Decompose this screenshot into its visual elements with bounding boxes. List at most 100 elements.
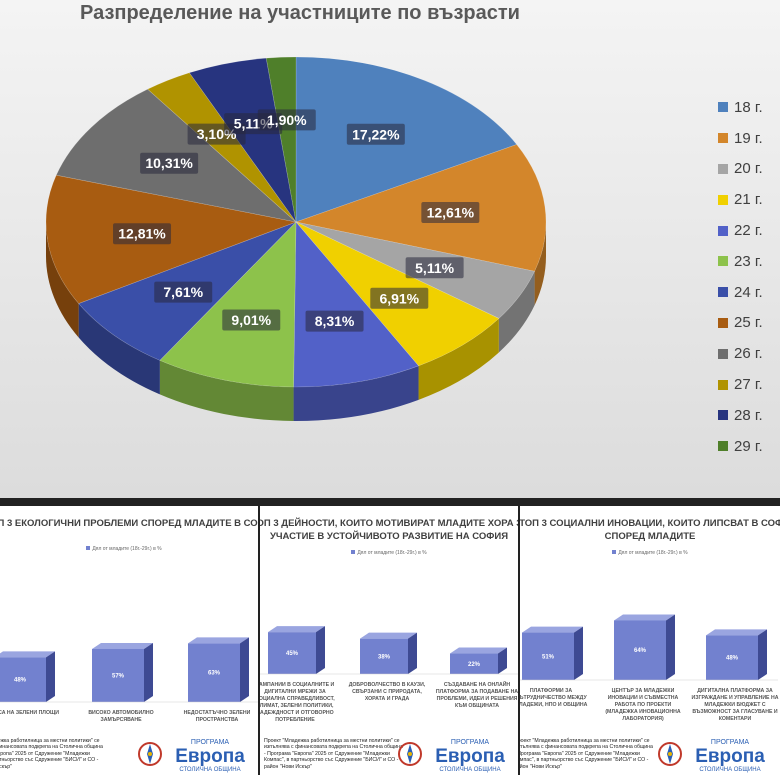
bar-front	[450, 653, 498, 674]
category-label: СОЦИАЛНА СПРАВЕДЛИВОСТ,	[260, 696, 335, 702]
pie-side-7	[46, 222, 79, 338]
legend-item: 28 г.	[718, 400, 780, 431]
legend-swatch	[718, 317, 728, 328]
bar-top	[268, 626, 325, 633]
pie-chart: 17,22% 12,61% 5,11% 6,91% 8,31% 9,01% 7,61% 12,…	[45, 56, 547, 421]
bar-0: 51%	[522, 626, 583, 680]
bar-front	[706, 635, 758, 680]
bar-value-label: 48%	[14, 678, 27, 684]
panel-title-line2: СПОРЕД МЛАДИТЕ	[604, 531, 696, 542]
bar-side	[574, 626, 583, 680]
legend-item: 18 г.	[718, 92, 780, 123]
bar-front	[614, 620, 666, 680]
panel-title: ТОП 3 СОЦИАЛНИ ИНОВАЦИИ, КОИТО ЛИПСВАТ В…	[520, 518, 780, 529]
legend-swatch	[718, 348, 728, 359]
pie-label-box	[370, 287, 429, 309]
legend-label: 19 г.	[734, 129, 763, 147]
category-label: МЛАДЕЖКИ БЮДЖЕТ С	[704, 702, 765, 708]
pie-side-4	[293, 365, 419, 421]
bar-1: 57%	[92, 642, 153, 702]
legend-label: 28 г.	[734, 406, 763, 424]
bar-value-label: 63%	[208, 671, 221, 677]
bar-value-label: 64%	[634, 648, 647, 654]
category-label: КАМПАНИИ В СОЦИАЛНИТЕ И	[260, 682, 334, 688]
bar-side	[408, 632, 417, 674]
logo-main-text: Европа	[435, 746, 505, 767]
pie-slice-18 г.	[295, 56, 518, 223]
panel-social-innovations: ТОП 3 СОЦИАЛНИ ИНОВАЦИИ, КОИТО ЛИПСВАТ В…	[520, 506, 780, 775]
category-label: ЦЕНТЪР ЗА МЛАДЕЖКИ	[612, 688, 675, 694]
bar-value-label: 45%	[286, 651, 299, 657]
pie-label-box	[222, 309, 281, 331]
bar-top	[360, 632, 417, 639]
pie-data-label: 6,91%	[379, 290, 419, 306]
bar-front	[268, 632, 316, 674]
legend-label: Дял от младите (18г.-29г.) в %	[357, 550, 427, 556]
bar-front	[0, 657, 46, 702]
category-label: ПЛАТФОРМИ ЗА	[530, 688, 572, 694]
logo-top-text: ПРОГРАМА	[191, 739, 229, 746]
legend-item: 21 г.	[718, 184, 780, 215]
category-label: ДОБРОВОЛЧЕСТВО В КАУЗИ,	[349, 682, 426, 688]
legend-item: 25 г.	[718, 308, 780, 339]
pie-side-6	[78, 303, 160, 395]
category-label: ЗАМЪРСЯВАНЕ	[100, 717, 142, 723]
bar-side	[498, 647, 507, 674]
logo-sub-text: СТОЛИЧНА ОБЩИНА	[699, 767, 760, 773]
bar-0: 45%	[268, 626, 325, 674]
legend-label: 24 г.	[734, 283, 763, 301]
bar-side	[666, 614, 675, 680]
logo-sub-text: СТОЛИЧНА ОБЩИНА	[179, 767, 240, 773]
legend-swatch	[612, 550, 617, 554]
pie-data-label: 5,11%	[415, 260, 454, 276]
pie-side-1	[534, 222, 546, 306]
legend-swatch	[718, 441, 728, 452]
legend-swatch	[718, 194, 728, 205]
bar-top	[188, 637, 249, 644]
bar-1: 64%	[614, 614, 675, 680]
legend-label: 21 г.	[734, 191, 763, 209]
pie-slice-27 г.	[147, 72, 297, 223]
panel-title-line2: УЧАСТИЕ В УСТОЙЧИВОТО РАЗВИТИЕ НА СОФИЯ	[269, 531, 509, 542]
pie-side-5	[159, 360, 294, 421]
pie-data-label: 7,61%	[163, 284, 203, 300]
footer-text: Проект "Младежка работилница за местни п…	[0, 738, 103, 770]
compass-badge-icon	[398, 742, 422, 766]
bar-2: 22%	[450, 647, 507, 674]
footer: Проект "Младежка работилница за местни п…	[0, 732, 258, 775]
panel-motivating-activities: ТОП 3 ДЕЙНОСТИ, КОИТО МОТИВИРАТ МЛАДИТЕ …	[260, 506, 518, 775]
bar-front	[360, 638, 408, 674]
legend-item: 19 г.	[718, 123, 780, 154]
bar-2: 63%	[188, 637, 249, 702]
logo-main-text: Европа	[695, 746, 765, 767]
category-label: НЕДОСТАТЪЧНО ЗЕЛЕНИ	[184, 710, 251, 716]
logo-main-text: Европа	[175, 746, 245, 767]
category-label: ИЗГРАЖДАНЕ И УПРАВЛЕНИЕ НА	[692, 695, 779, 701]
panel-divider	[258, 506, 260, 775]
category-label: СВЪРЗАНИ С ПРИРОДАТА,	[352, 689, 422, 695]
panel-legend: Дял от младите (18г.-29г.) в %	[520, 550, 780, 556]
legend-label: 26 г.	[734, 345, 763, 363]
pie-side-2	[498, 271, 535, 353]
panel-legend: Дял от младите (18г.-29г.) в %	[260, 550, 518, 556]
bar-value-label: 51%	[542, 654, 555, 660]
bar-side	[758, 629, 767, 680]
category-label: ПЛАТФОРМА ЗА ПОДАВАНЕ НА	[436, 689, 518, 695]
europa-logo: ПРОГРАМА Европа СТОЛИЧНА ОБЩИНА	[435, 739, 505, 773]
pie-data-label: 8,31%	[315, 313, 355, 329]
legend-item: 22 г.	[718, 215, 780, 246]
bar-2: 48%	[706, 629, 767, 680]
logo-top-text: ПРОГРАМА	[451, 739, 489, 746]
bar-front	[92, 648, 144, 702]
pie-data-label: 1,90%	[267, 112, 307, 128]
bar-side	[316, 626, 325, 674]
compass-badge-icon	[138, 742, 162, 766]
category-label: КЪМ ОБЩИНАТА	[455, 703, 499, 709]
pie-label-box	[421, 202, 480, 224]
category-label: РАБОТА ПО ПРОЕКТИ	[615, 702, 672, 708]
legend-swatch	[718, 102, 728, 113]
pie-data-label: 12,61%	[427, 205, 475, 221]
panel-title: ТОП 3 ЕКОЛОГИЧНИ ПРОБЛЕМИ СПОРЕД МЛАДИТЕ…	[0, 518, 258, 529]
